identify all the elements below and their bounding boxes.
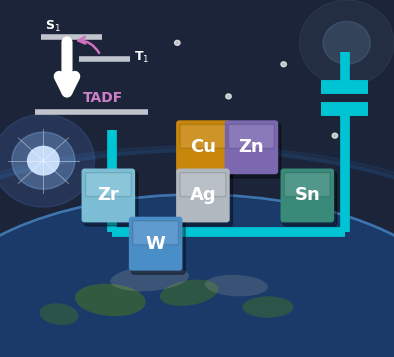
FancyBboxPatch shape <box>225 120 278 174</box>
Text: T$_1$: T$_1$ <box>134 50 149 65</box>
FancyBboxPatch shape <box>227 124 281 178</box>
Circle shape <box>299 0 394 86</box>
FancyBboxPatch shape <box>82 169 135 222</box>
FancyBboxPatch shape <box>84 172 138 226</box>
Circle shape <box>175 40 180 45</box>
FancyBboxPatch shape <box>176 169 230 222</box>
Circle shape <box>28 146 59 175</box>
Circle shape <box>281 62 286 67</box>
Text: Sn: Sn <box>294 186 320 205</box>
Text: Cu: Cu <box>190 138 216 156</box>
FancyBboxPatch shape <box>281 169 334 222</box>
FancyBboxPatch shape <box>180 125 226 149</box>
Circle shape <box>0 114 95 207</box>
Ellipse shape <box>205 275 268 296</box>
Text: Ag: Ag <box>190 186 216 205</box>
FancyBboxPatch shape <box>133 221 178 245</box>
Ellipse shape <box>0 196 394 357</box>
Ellipse shape <box>110 266 189 291</box>
FancyBboxPatch shape <box>229 125 274 149</box>
Ellipse shape <box>242 296 294 318</box>
Text: Zn: Zn <box>238 138 264 156</box>
Text: W: W <box>146 235 165 253</box>
Circle shape <box>123 187 129 192</box>
Circle shape <box>226 94 231 99</box>
FancyBboxPatch shape <box>284 173 330 196</box>
FancyBboxPatch shape <box>283 172 337 226</box>
FancyBboxPatch shape <box>132 220 185 274</box>
FancyBboxPatch shape <box>180 173 226 196</box>
Text: Zr: Zr <box>97 186 119 205</box>
FancyBboxPatch shape <box>129 217 182 271</box>
Ellipse shape <box>75 283 146 316</box>
Ellipse shape <box>39 303 79 325</box>
FancyBboxPatch shape <box>179 172 232 226</box>
Circle shape <box>12 132 75 189</box>
Text: TADF: TADF <box>83 91 123 105</box>
FancyBboxPatch shape <box>85 173 131 196</box>
Text: S$_1$: S$_1$ <box>45 19 61 34</box>
FancyBboxPatch shape <box>179 124 232 178</box>
Ellipse shape <box>160 280 218 306</box>
FancyBboxPatch shape <box>176 120 230 174</box>
Circle shape <box>323 21 370 64</box>
Circle shape <box>332 133 338 138</box>
